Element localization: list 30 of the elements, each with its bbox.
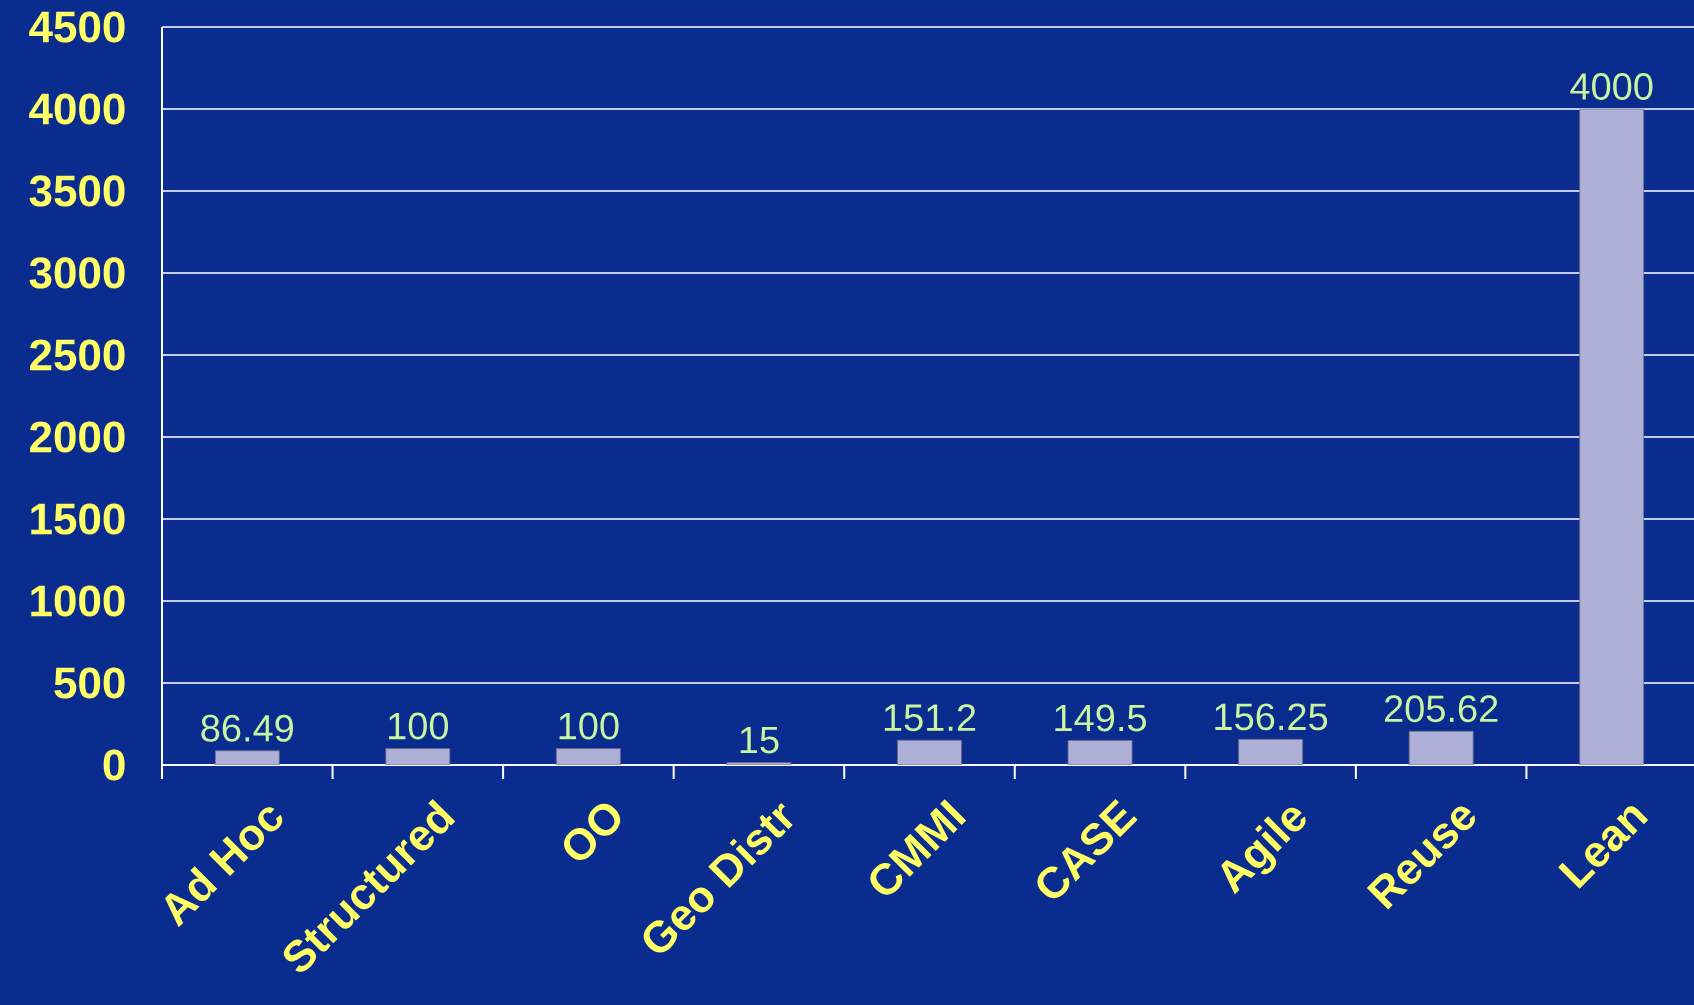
bar [1238, 738, 1303, 765]
y-tick-label: 500 [54, 667, 125, 699]
bar [726, 762, 792, 765]
y-tick-label: 2000 [30, 421, 125, 453]
y-tick-label: 4000 [29, 93, 125, 125]
bar [555, 748, 621, 765]
data-label: 151.2 [884, 704, 976, 732]
y-tick-label: 0 [103, 749, 125, 781]
data-label: 4000 [1570, 73, 1653, 100]
bar [897, 739, 962, 765]
x-tick-label: OO [564, 803, 621, 861]
data-label: 100 [559, 712, 619, 740]
y-tick-label: 3000 [29, 257, 125, 289]
bar [214, 750, 280, 765]
data-label: 86.49 [201, 714, 293, 742]
data-label: 149.5 [1055, 704, 1146, 732]
bar [1067, 740, 1133, 765]
y-tick-label: 4500 [29, 11, 125, 43]
bar [1408, 730, 1474, 765]
y-tick-label: 3500 [29, 175, 125, 207]
bar [385, 748, 451, 765]
bar [1579, 108, 1645, 765]
data-label: 156.25 [1215, 703, 1328, 731]
data-label: 15 [740, 726, 779, 754]
y-tick-label: 1000 [31, 585, 125, 617]
y-tick-label: 1500 [31, 503, 125, 535]
data-label: 100 [389, 712, 449, 740]
y-tick-label: 2500 [30, 339, 125, 371]
x-tick-label: Ad Hoc [165, 807, 283, 928]
data-label: 205.62 [1384, 695, 1498, 723]
